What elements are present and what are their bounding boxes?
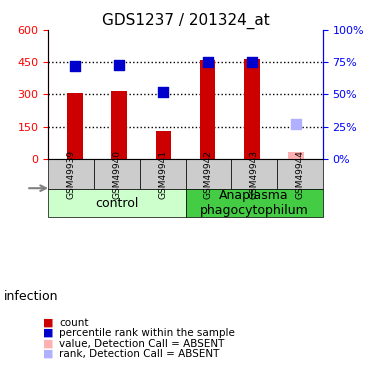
Text: ■: ■: [43, 328, 53, 338]
Text: GSM49940: GSM49940: [112, 150, 121, 199]
Point: [72, 63, 78, 69]
Text: GSM49943: GSM49943: [250, 150, 259, 199]
Text: value, Detection Call = ABSENT: value, Detection Call = ABSENT: [59, 339, 225, 348]
FancyBboxPatch shape: [48, 159, 94, 189]
Bar: [67, 93, 82, 159]
FancyBboxPatch shape: [94, 159, 140, 189]
FancyBboxPatch shape: [186, 159, 231, 189]
Text: ■: ■: [43, 318, 53, 327]
Text: percentile rank within the sample: percentile rank within the sample: [59, 328, 235, 338]
Bar: [289, 153, 304, 159]
Text: ■: ■: [43, 339, 53, 348]
Title: GDS1237 / 201324_at: GDS1237 / 201324_at: [102, 12, 269, 28]
Text: ■: ■: [43, 349, 53, 359]
Point: [205, 59, 211, 65]
FancyBboxPatch shape: [48, 189, 186, 217]
Text: GSM49944: GSM49944: [295, 150, 304, 199]
Text: count: count: [59, 318, 89, 327]
Point: [249, 59, 255, 65]
Bar: [155, 131, 171, 159]
Point: [116, 62, 122, 68]
Bar: [111, 91, 127, 159]
Point: [160, 89, 166, 95]
FancyBboxPatch shape: [277, 159, 323, 189]
Point: [293, 121, 299, 127]
FancyBboxPatch shape: [140, 159, 186, 189]
Text: infection: infection: [4, 290, 58, 303]
FancyBboxPatch shape: [186, 189, 323, 217]
Bar: [244, 59, 260, 159]
Text: GSM49941: GSM49941: [158, 150, 167, 199]
Text: GSM49939: GSM49939: [67, 150, 76, 199]
Text: control: control: [95, 197, 138, 210]
Text: GSM49942: GSM49942: [204, 150, 213, 199]
Text: rank, Detection Call = ABSENT: rank, Detection Call = ABSENT: [59, 349, 220, 359]
Text: Anaplasma
phagocytophilum: Anaplasma phagocytophilum: [200, 189, 309, 217]
FancyBboxPatch shape: [231, 159, 277, 189]
Bar: [200, 60, 216, 159]
